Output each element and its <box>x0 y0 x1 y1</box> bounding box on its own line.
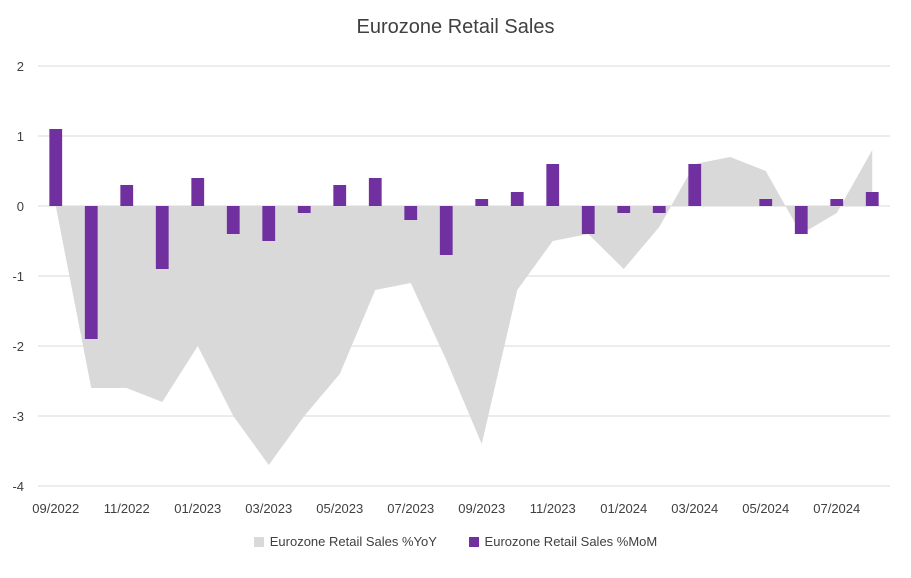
y-tick-label: -1 <box>12 269 24 284</box>
bar-mom <box>439 206 453 255</box>
bar-mom <box>865 192 879 206</box>
x-tick-label: 03/2024 <box>671 501 718 516</box>
y-tick-label: -2 <box>12 339 24 354</box>
legend: Eurozone Retail Sales %YoY Eurozone Reta… <box>0 534 911 550</box>
x-tick-label: 01/2023 <box>174 501 221 516</box>
x-tick-label: 09/2022 <box>32 501 79 516</box>
bar-mom <box>120 185 134 206</box>
bar-mom <box>368 178 382 206</box>
x-tick-label: 09/2023 <box>458 501 505 516</box>
y-tick-label: 0 <box>17 199 24 214</box>
y-tick-label: -4 <box>12 479 24 494</box>
bar-mom <box>830 199 844 206</box>
legend-label-mom: Eurozone Retail Sales %MoM <box>484 534 658 549</box>
legend-item-yoy: Eurozone Retail Sales %YoY <box>253 534 437 549</box>
bar-mom <box>84 206 98 339</box>
chart-title: Eurozone Retail Sales <box>356 16 555 38</box>
bar-mom <box>155 206 169 269</box>
x-tick-label: 07/2023 <box>387 501 434 516</box>
bar-mom <box>688 164 702 206</box>
y-tick-label: 1 <box>17 129 24 144</box>
legend-label-yoy: Eurozone Retail Sales %YoY <box>269 534 437 549</box>
bar-mom <box>581 206 595 234</box>
y-tick-label: -3 <box>12 409 24 424</box>
bar-mom <box>617 206 631 213</box>
bar-mom <box>546 164 560 206</box>
bar-mom <box>652 206 666 213</box>
x-tick-label: 07/2024 <box>813 501 860 516</box>
bar-mom <box>226 206 240 234</box>
bar-mom <box>262 206 276 241</box>
legend-swatch-yoy <box>253 536 264 547</box>
bar-mom <box>297 206 311 213</box>
area-series-yoy <box>55 150 873 465</box>
x-tick-label: 03/2023 <box>245 501 292 516</box>
x-tick-label: 11/2022 <box>104 501 150 516</box>
bar-mom <box>49 129 63 206</box>
bar-mom <box>794 206 808 234</box>
bar-mom <box>510 192 524 206</box>
x-tick-label: 01/2024 <box>600 501 647 516</box>
bar-mom <box>475 199 489 206</box>
legend-swatch-mom <box>468 536 479 547</box>
bar-mom <box>333 185 347 206</box>
bar-mom <box>759 199 773 206</box>
bar-mom <box>404 206 418 220</box>
legend-item-mom: Eurozone Retail Sales %MoM <box>468 534 658 549</box>
bar-mom <box>191 178 205 206</box>
y-tick-label: 2 <box>17 59 24 74</box>
x-tick-label: 05/2023 <box>316 501 363 516</box>
x-tick-label: 11/2023 <box>530 501 576 516</box>
x-tick-label: 05/2024 <box>742 501 789 516</box>
